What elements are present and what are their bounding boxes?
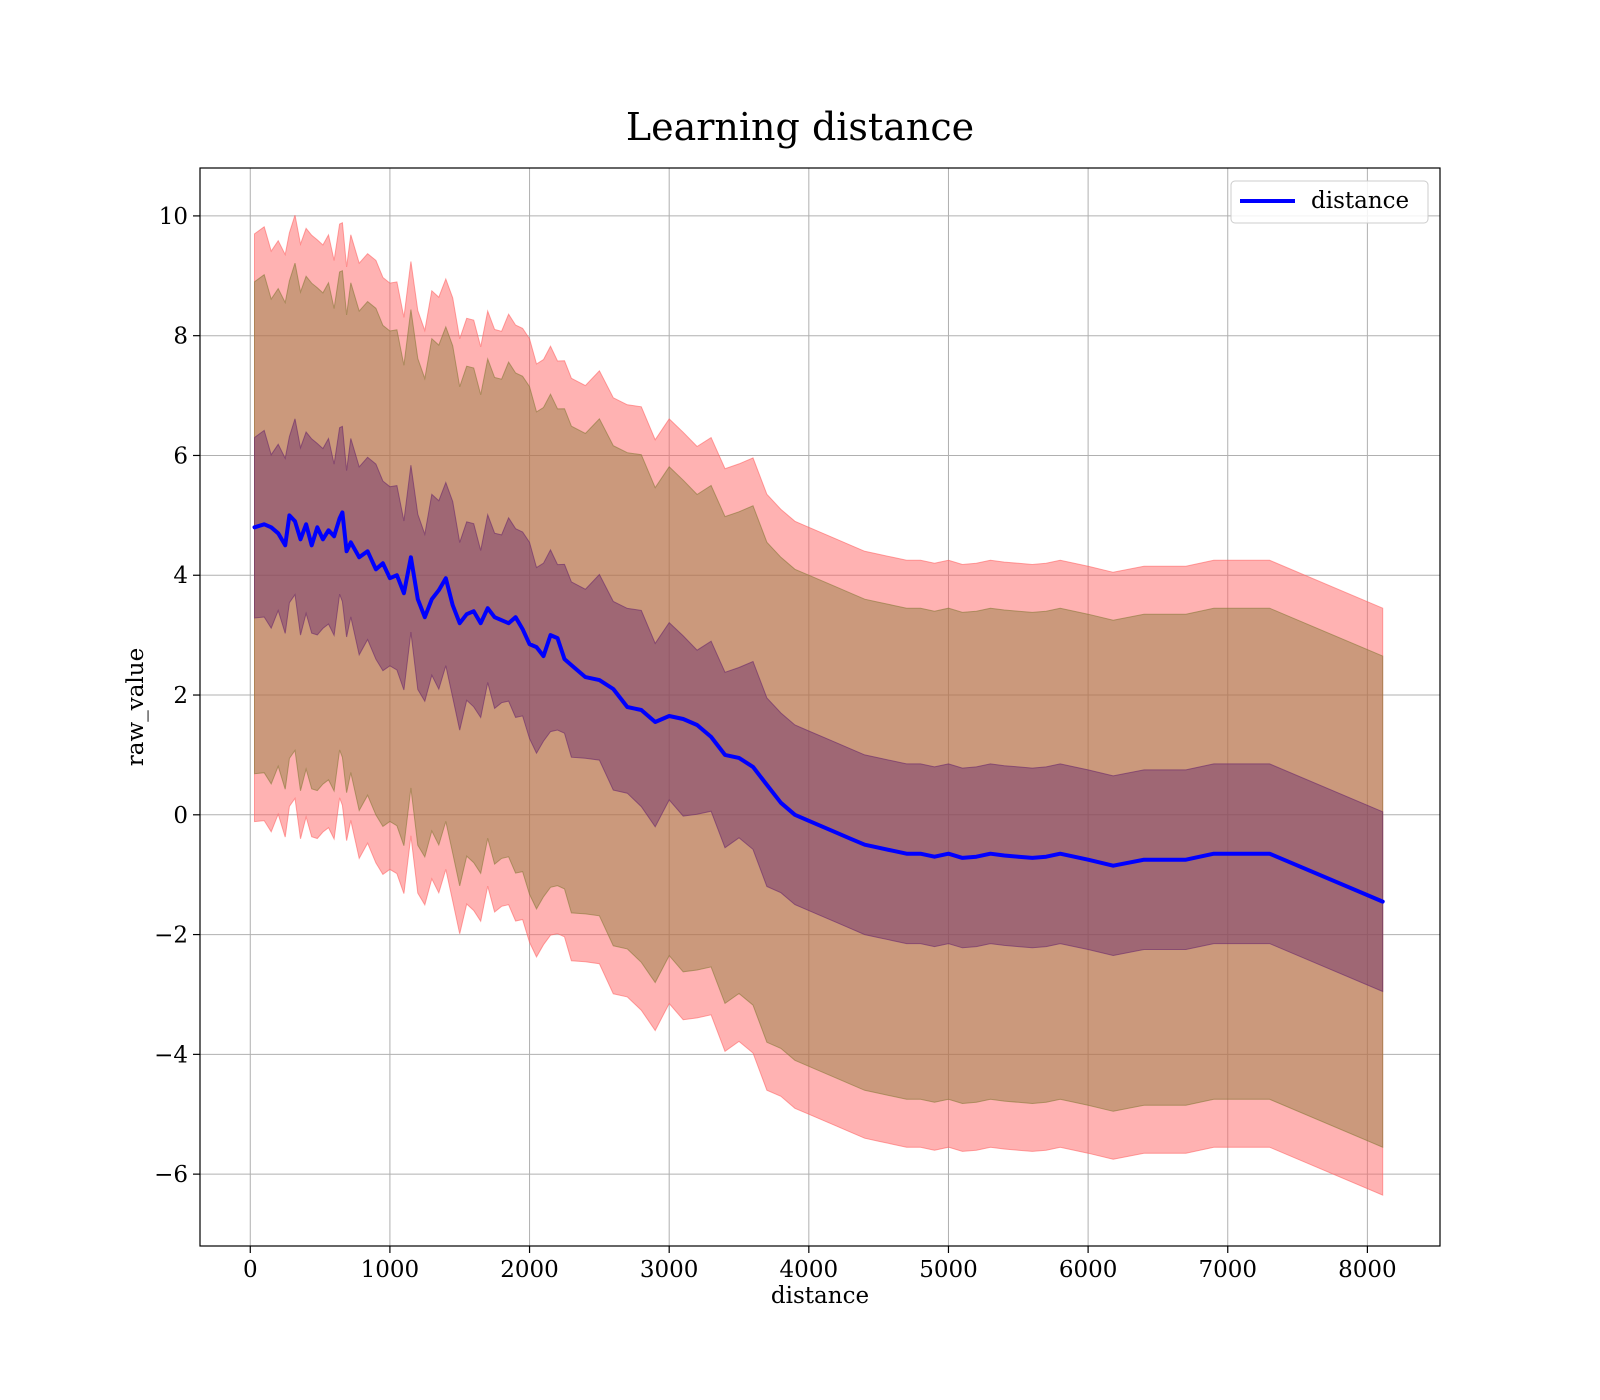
- legend: distance: [1230, 180, 1429, 224]
- x-tick-label: 0: [243, 1257, 258, 1283]
- x-tick-label: 6000: [1059, 1257, 1118, 1283]
- confidence-bands: [254, 215, 1384, 1196]
- series-line-distance: [252, 510, 1385, 904]
- x-tick-label: 4000: [780, 1257, 839, 1283]
- band-inner: [254, 418, 1384, 993]
- x-tick-label: 3000: [640, 1257, 699, 1283]
- y-axis-label: raw_value: [123, 648, 149, 766]
- y-tick-label: 10: [159, 204, 188, 230]
- legend-box: [1230, 180, 1429, 224]
- legend-label: distance: [1311, 188, 1409, 214]
- x-tick-label: 7000: [1198, 1257, 1257, 1283]
- y-tick-label: 6: [173, 443, 188, 469]
- y-tick-label: 8: [173, 324, 188, 350]
- band-middle: [254, 262, 1384, 1148]
- chart-title: Learning distance: [626, 105, 974, 149]
- y-tick-label: −4: [154, 1042, 188, 1068]
- plot-frame: [199, 167, 1441, 1247]
- x-tick-label: 1000: [361, 1257, 420, 1283]
- band-outer: [254, 215, 1384, 1196]
- x-axis-label: distance: [771, 1283, 869, 1309]
- series-lines: [252, 510, 1385, 904]
- x-axis-ticks: 0 1000 2000 3000 4000 5000 6000 7000 8000: [243, 1246, 1397, 1283]
- y-tick-label: −2: [154, 923, 188, 949]
- y-tick-label: 2: [173, 683, 188, 709]
- y-axis-ticks: −6 −4 −2 0 2 4 6 8 10: [154, 204, 200, 1188]
- y-tick-label: 0: [173, 803, 188, 829]
- x-tick-label: 2000: [500, 1257, 559, 1283]
- y-tick-label: 4: [173, 563, 188, 589]
- x-tick-label: 5000: [919, 1257, 978, 1283]
- y-tick-label: −6: [154, 1162, 188, 1188]
- x-tick-label: 8000: [1338, 1257, 1397, 1283]
